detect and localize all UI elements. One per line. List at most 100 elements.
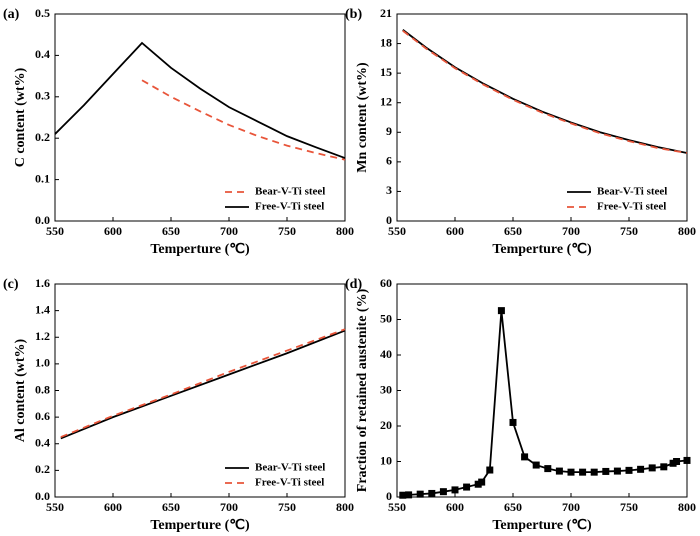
x-tick-label: 800 xyxy=(336,500,354,514)
marker xyxy=(555,467,563,475)
legend-label: Free-V-Ti steel xyxy=(597,201,666,213)
series-line xyxy=(402,29,688,154)
plot-frame xyxy=(54,13,346,222)
x-tick-label: 650 xyxy=(162,224,180,238)
x-tick-label: 600 xyxy=(446,500,464,514)
x-tick-label: 800 xyxy=(336,224,354,238)
legend-label: Free-V-Ti steel xyxy=(255,201,324,213)
x-tick-label: 650 xyxy=(162,500,180,514)
y-tick-label: 0.0 xyxy=(35,213,50,227)
x-tick-label: 650 xyxy=(504,500,522,514)
panel-label: (c) xyxy=(3,277,19,292)
legend-label: Bear-V-Ti steel xyxy=(255,186,325,198)
y-tick-label: 1.0 xyxy=(35,356,50,370)
series-line xyxy=(60,329,346,440)
marker xyxy=(579,468,587,476)
y-axis-label: C content (wt%) xyxy=(13,67,28,167)
y-tick-label: 0.2 xyxy=(35,462,50,476)
legend-label: Free-V-Ti steel xyxy=(255,477,324,489)
y-tick-label: 21 xyxy=(380,6,392,20)
marker xyxy=(416,490,424,498)
marker xyxy=(648,464,656,472)
x-axis-label: Temperture (℃) xyxy=(492,518,592,533)
marker xyxy=(683,456,691,464)
marker xyxy=(613,467,621,475)
y-tick-label: 0.5 xyxy=(35,6,50,20)
marker xyxy=(439,488,447,496)
y-tick-label: 18 xyxy=(380,35,392,49)
plot-frame xyxy=(396,13,688,222)
legend-label: Bear-V-Ti steel xyxy=(597,186,667,198)
y-tick-label: 15 xyxy=(380,65,392,79)
x-tick-label: 550 xyxy=(388,224,406,238)
x-tick-label: 550 xyxy=(46,224,64,238)
x-tick-label: 750 xyxy=(620,224,638,238)
y-tick-label: 0.4 xyxy=(35,47,50,61)
y-tick-label: 1.2 xyxy=(35,329,50,343)
y-tick-label: 6 xyxy=(386,154,392,168)
y-tick-label: 30 xyxy=(380,382,392,396)
x-tick-label: 700 xyxy=(562,224,580,238)
marker xyxy=(544,465,552,473)
series-line xyxy=(402,310,688,497)
x-tick-label: 600 xyxy=(104,500,122,514)
panel-label: (d) xyxy=(345,277,362,292)
marker xyxy=(428,489,436,497)
x-axis-label: Temperture (℃) xyxy=(150,518,250,533)
y-tick-label: 50 xyxy=(380,311,392,325)
marker xyxy=(509,418,517,426)
y-tick-label: 0 xyxy=(386,489,392,503)
legend-label: Bear-V-Ti steel xyxy=(255,462,325,474)
y-tick-label: 0.0 xyxy=(35,489,50,503)
y-axis-label: Fraction of retained austenite (%) xyxy=(355,288,370,492)
x-axis-label: Temperture (℃) xyxy=(492,242,592,257)
x-tick-label: 700 xyxy=(562,500,580,514)
y-tick-label: 0 xyxy=(386,213,392,227)
y-tick-label: 1.6 xyxy=(35,276,50,290)
marker xyxy=(602,467,610,475)
marker xyxy=(405,491,413,499)
y-tick-label: 40 xyxy=(380,347,392,361)
plot-frame xyxy=(396,283,688,498)
series-line xyxy=(60,328,346,438)
marker xyxy=(463,483,471,491)
y-tick-label: 1.4 xyxy=(35,302,50,316)
x-tick-label: 800 xyxy=(678,500,696,514)
y-tick-label: 12 xyxy=(380,94,392,108)
marker xyxy=(673,458,681,465)
x-tick-label: 550 xyxy=(388,500,406,514)
y-tick-label: 0.3 xyxy=(35,89,50,103)
x-axis-label: Temperture (℃) xyxy=(150,242,250,257)
y-tick-label: 0.8 xyxy=(35,382,50,396)
y-tick-label: 0.4 xyxy=(35,436,50,450)
x-tick-label: 600 xyxy=(104,224,122,238)
panel-label: (b) xyxy=(345,7,362,22)
marker xyxy=(451,486,459,494)
x-tick-label: 600 xyxy=(446,224,464,238)
marker xyxy=(497,307,505,315)
y-axis-label: Mn content (wt%) xyxy=(355,62,370,173)
y-tick-label: 20 xyxy=(380,418,392,432)
marker xyxy=(399,491,407,499)
x-tick-label: 650 xyxy=(504,224,522,238)
y-tick-label: 9 xyxy=(386,124,392,138)
marker xyxy=(532,461,540,469)
marker xyxy=(637,465,645,473)
y-tick-label: 3 xyxy=(386,183,392,197)
marker xyxy=(478,478,486,486)
panel-label: (a) xyxy=(3,7,20,22)
x-tick-label: 550 xyxy=(46,500,64,514)
marker xyxy=(567,468,575,476)
x-tick-label: 750 xyxy=(278,500,296,514)
series-line xyxy=(141,79,346,161)
y-axis-label: Al content (wt%) xyxy=(13,338,28,442)
marker xyxy=(625,466,633,474)
series-line xyxy=(54,41,346,159)
y-tick-label: 0.1 xyxy=(35,171,50,185)
marker xyxy=(486,466,494,474)
y-tick-label: 10 xyxy=(380,453,392,467)
marker xyxy=(660,463,668,471)
x-tick-label: 750 xyxy=(278,224,296,238)
x-tick-label: 750 xyxy=(620,500,638,514)
y-tick-label: 0.2 xyxy=(35,130,50,144)
